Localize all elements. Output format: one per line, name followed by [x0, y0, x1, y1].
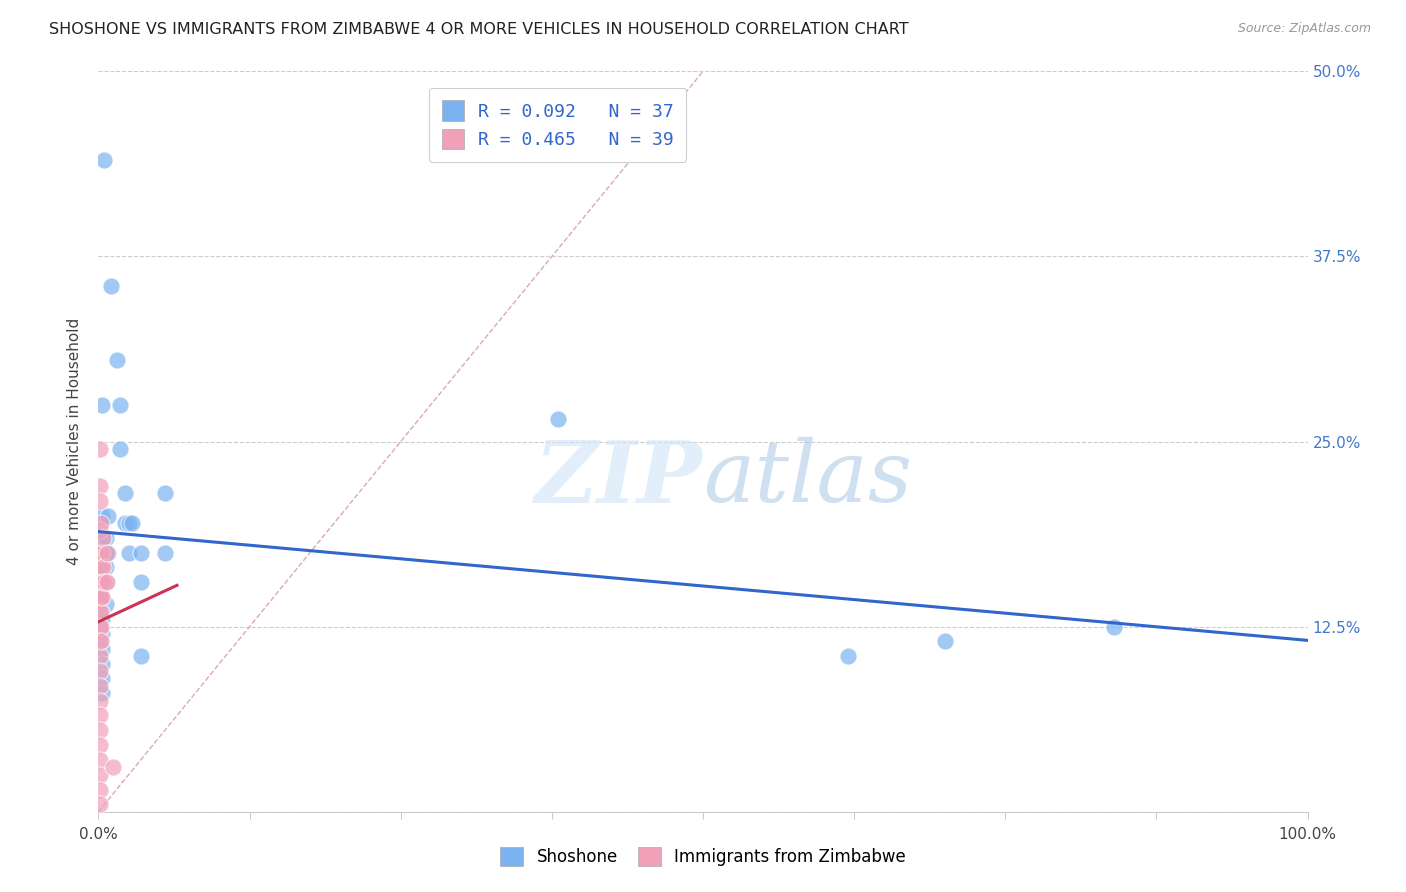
Point [91, 560, 114, 574]
Point [90, 516, 112, 530]
Point [90, 634, 112, 648]
Point [1102, 619, 1125, 633]
Point [89, 797, 111, 812]
Point [91, 686, 114, 700]
Point [108, 398, 131, 412]
Point [91, 560, 114, 574]
Point [547, 412, 569, 426]
Legend: R = 0.092   N = 37, R = 0.465   N = 39: R = 0.092 N = 37, R = 0.465 N = 39 [429, 87, 686, 162]
Text: atlas: atlas [703, 437, 912, 520]
Point [91, 575, 114, 590]
Point [118, 516, 141, 530]
Legend: Shoshone, Immigrants from Zimbabwe: Shoshone, Immigrants from Zimbabwe [486, 833, 920, 880]
Point [837, 649, 859, 664]
Point [89, 708, 111, 723]
Point [90, 590, 112, 604]
Point [129, 546, 152, 560]
Point [94, 560, 117, 574]
Point [129, 575, 152, 590]
Point [94, 598, 117, 612]
Point [89, 753, 111, 767]
Text: Source: ZipAtlas.com: Source: ZipAtlas.com [1237, 22, 1371, 36]
Point [91, 398, 114, 412]
Point [96, 546, 118, 560]
Point [105, 353, 128, 368]
Point [94, 546, 117, 560]
Y-axis label: 4 or more Vehicles in Household: 4 or more Vehicles in Household [67, 318, 83, 566]
Point [89, 442, 111, 456]
Point [93, 575, 115, 590]
Point [89, 479, 111, 493]
Point [89, 694, 111, 708]
Point [96, 575, 118, 590]
Point [91, 641, 114, 656]
Point [89, 679, 111, 693]
Point [91, 508, 114, 523]
Point [91, 612, 114, 626]
Point [90, 619, 112, 633]
Point [89, 782, 111, 797]
Point [89, 767, 111, 781]
Point [129, 649, 152, 664]
Point [89, 634, 111, 648]
Point [91, 531, 114, 545]
Point [108, 442, 131, 456]
Point [91, 575, 114, 590]
Point [100, 279, 122, 293]
Text: SHOSHONE VS IMMIGRANTS FROM ZIMBABWE 4 OR MORE VEHICLES IN HOUSEHOLD CORRELATION: SHOSHONE VS IMMIGRANTS FROM ZIMBABWE 4 O… [49, 22, 908, 37]
Point [91, 627, 114, 641]
Point [90, 560, 112, 574]
Point [153, 486, 176, 500]
Point [91, 657, 114, 671]
Point [934, 634, 956, 648]
Text: ZIP: ZIP [536, 437, 703, 520]
Point [118, 546, 141, 560]
Point [89, 575, 111, 590]
Point [89, 664, 111, 678]
Point [91, 590, 114, 604]
Point [90, 546, 112, 560]
Point [91, 546, 114, 560]
Point [90, 605, 112, 619]
Point [91, 531, 114, 545]
Point [89, 619, 111, 633]
Point [97, 508, 120, 523]
Point [94, 531, 117, 545]
Point [114, 486, 136, 500]
Point [89, 738, 111, 752]
Point [91, 546, 114, 560]
Point [89, 524, 111, 538]
Point [89, 493, 111, 508]
Point [89, 560, 111, 574]
Point [89, 546, 111, 560]
Point [90, 575, 112, 590]
Point [121, 516, 143, 530]
Point [114, 516, 136, 530]
Point [97, 546, 120, 560]
Point [89, 649, 111, 664]
Point [93, 153, 115, 168]
Point [91, 672, 114, 686]
Point [91, 590, 114, 604]
Point [89, 590, 111, 604]
Point [89, 605, 111, 619]
Point [94, 575, 117, 590]
Point [101, 760, 124, 774]
Point [153, 546, 176, 560]
Point [89, 723, 111, 738]
